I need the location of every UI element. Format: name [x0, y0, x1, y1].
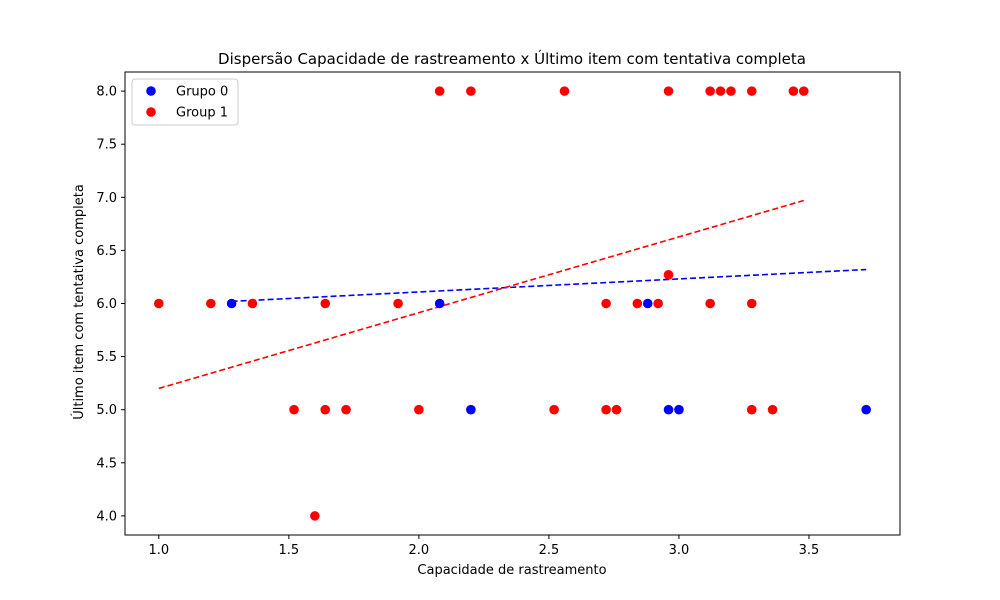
trendlines [158, 199, 867, 390]
data-point-series-0 [434, 298, 445, 309]
data-point-series-1 [320, 298, 331, 309]
trendline-series-1 [158, 199, 804, 390]
x-axis-ticks: 1.0 1.5 2.0 2.5 3.0 3.5 [148, 535, 819, 558]
data-points [154, 86, 871, 521]
data-point-series-0 [226, 298, 237, 309]
legend-marker [146, 107, 156, 117]
data-point-series-1 [746, 298, 757, 309]
x-tick-label: 2.5 [539, 543, 560, 558]
data-point-series-1 [746, 86, 757, 96]
y-tick-label: 7.5 [96, 138, 117, 153]
data-point-series-1 [705, 298, 715, 309]
data-point-series-1 [320, 404, 331, 415]
data-point-series-1 [289, 404, 299, 415]
x-tick-label: 3.5 [799, 543, 820, 558]
data-point-series-1 [705, 86, 715, 96]
trendline-series-0 [231, 268, 867, 303]
x-tick-label: 1.5 [278, 543, 299, 558]
data-point-series-1 [653, 298, 663, 309]
legend-label: Grupo 0 [176, 85, 228, 100]
x-tick-label: 1.0 [148, 543, 169, 558]
data-point-series-1 [601, 404, 611, 415]
data-point-series-1 [310, 511, 320, 521]
data-point-series-1 [549, 404, 559, 415]
data-point-series-1 [414, 404, 424, 415]
y-tick-label: 4.0 [96, 509, 117, 524]
data-point-series-1 [434, 86, 445, 96]
y-axis-ticks: 4.0 4.5 5.0 5.5 6.0 6.5 7.0 7.5 8.0 [96, 85, 125, 524]
data-point-series-1 [466, 86, 476, 96]
y-tick-label: 5.5 [96, 350, 117, 365]
data-point-series-0 [674, 404, 684, 415]
y-tick-label: 4.5 [96, 456, 117, 471]
data-point-series-1 [663, 86, 674, 96]
legend-box [131, 78, 239, 126]
data-point-series-0 [466, 404, 476, 415]
data-point-series-1 [393, 298, 403, 309]
y-axis-label: Último item com tentativa completa [71, 184, 87, 420]
legend: Grupo 0 Group 1 [131, 78, 239, 126]
plot-frame [124, 71, 901, 536]
data-point-series-1 [726, 86, 736, 96]
y-tick-label: 6.0 [96, 297, 117, 312]
legend-marker [146, 86, 156, 96]
y-tick-label: 6.5 [96, 244, 117, 259]
data-point-series-1 [715, 86, 726, 96]
data-point-series-1 [601, 298, 611, 309]
data-point-series-1 [632, 298, 643, 309]
data-point-series-1 [767, 404, 778, 415]
chart-title: Dispersão Capacidade de rastreamento x Ú… [218, 49, 806, 68]
y-tick-label: 7.0 [96, 191, 117, 206]
data-point-series-1 [611, 404, 622, 415]
legend-label: Group 1 [176, 106, 228, 121]
data-point-series-1 [798, 86, 809, 96]
data-point-series-1 [247, 298, 258, 309]
data-point-series-1 [154, 298, 164, 309]
data-point-series-1 [341, 404, 351, 415]
data-point-series-1 [206, 298, 216, 309]
y-tick-label: 5.0 [96, 403, 117, 418]
y-tick-label: 8.0 [96, 85, 117, 100]
data-point-series-0 [642, 298, 653, 309]
data-point-series-1 [663, 270, 674, 280]
x-tick-label: 2.0 [409, 543, 430, 558]
data-point-series-0 [861, 404, 871, 415]
x-axis-label: Capacidade de rastreamento [417, 563, 606, 578]
data-point-series-0 [663, 404, 674, 415]
x-tick-label: 3.0 [669, 543, 690, 558]
data-point-series-1 [746, 404, 757, 415]
data-point-series-1 [788, 86, 799, 96]
data-point-series-1 [559, 86, 570, 96]
